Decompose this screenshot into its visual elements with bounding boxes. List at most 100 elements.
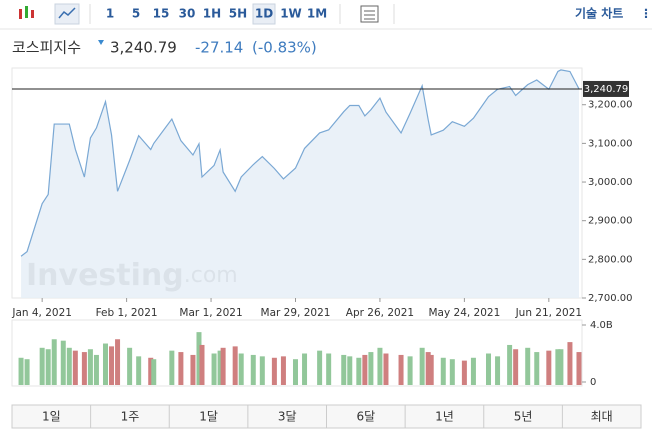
interval-button[interactable]: 1H (203, 7, 221, 21)
volume-bar (326, 353, 332, 385)
volume-bar (449, 359, 455, 385)
volume-bar (115, 339, 121, 385)
volume-bar (60, 340, 66, 385)
range-button[interactable]: 1일 (42, 410, 61, 424)
current-label: 3,240.79 (584, 84, 629, 95)
interval-button[interactable]: 5H (229, 7, 247, 21)
technical-chart[interactable]: 기술 차트 (575, 6, 623, 21)
volume-bar (93, 354, 99, 385)
x-tick-label: Jun 21, 2021 (515, 307, 583, 319)
candle-icon[interactable] (19, 6, 34, 19)
volume-bar (45, 349, 51, 385)
volume-bar (495, 356, 501, 385)
volume-bar (250, 354, 256, 385)
volume-bar (151, 359, 157, 385)
volume-bar (383, 353, 389, 385)
volume-bar (555, 349, 561, 385)
price: 3,240.79 (110, 39, 177, 57)
volume-bar (72, 350, 78, 385)
volume-bar (558, 349, 564, 385)
volume-bar (220, 347, 226, 385)
volume-bar (461, 360, 467, 385)
volume-bar (292, 359, 298, 385)
volume-bar (24, 359, 30, 385)
volume-bar (428, 354, 434, 385)
y-tick-label: 3,000.00 (588, 177, 633, 188)
y-tick-label: 3,100.00 (588, 138, 633, 149)
volume-bar (18, 357, 24, 385)
volume-bar (425, 352, 431, 385)
volume-bar (347, 356, 353, 385)
volume-tick-label: 0 (590, 377, 596, 388)
volume-bar (368, 352, 374, 385)
volume-bar (217, 350, 223, 385)
volume-bar (546, 350, 552, 385)
range-button[interactable]: 최대 (591, 410, 613, 424)
interval-button[interactable]: 1 (106, 7, 114, 21)
volume-tick-label: 4.0B (590, 320, 613, 331)
line-glyph (58, 7, 76, 19)
volume-bar (109, 346, 115, 385)
range-button[interactable]: 1주 (121, 410, 140, 424)
volume-bar (362, 354, 368, 385)
y-tick-label: 2,700.00 (588, 293, 633, 304)
volume-bar (398, 354, 404, 385)
range-button[interactable]: 1달 (199, 410, 218, 424)
volume-bar (199, 344, 205, 385)
interval-button[interactable]: 5 (132, 7, 140, 21)
volume-bar (81, 352, 87, 385)
area-fill (21, 69, 579, 298)
table-icon[interactable] (360, 5, 379, 23)
volume-bar (169, 350, 175, 385)
change-pct: (-0.83%) (252, 39, 317, 57)
interval-button[interactable]: 1M (307, 7, 327, 21)
volume-bar (567, 342, 573, 385)
y-tick-label: 2,800.00 (588, 254, 633, 265)
interval-button[interactable]: 15 (153, 7, 170, 21)
volume-bar (513, 349, 519, 385)
current-box (583, 80, 629, 97)
interval-button[interactable]: 1D (255, 7, 273, 21)
volume-bar (419, 347, 425, 385)
volume-bar (377, 347, 383, 385)
interval-button[interactable]: 30 (179, 7, 196, 21)
y-tick-label: 3,200.00 (588, 100, 633, 111)
volume-bar (317, 350, 323, 385)
x-tick-label: Jan 4, 2021 (11, 307, 72, 319)
volume-bar (534, 352, 540, 385)
volume-bar (136, 356, 142, 385)
volume-bar (238, 353, 244, 385)
range-button[interactable]: 6달 (356, 410, 375, 424)
volume-bar (440, 357, 446, 385)
volume-bar (39, 347, 45, 385)
volume-bar (341, 354, 347, 385)
volume-bar (196, 332, 202, 385)
volume-bar (486, 353, 492, 385)
x-tick-label: Feb 1, 2021 (96, 307, 158, 319)
toolbar (0, 0, 652, 28)
volume-bar (178, 352, 184, 385)
volume-bar (470, 357, 476, 385)
volume-bar (356, 357, 362, 385)
interval-button[interactable]: 1W (280, 7, 302, 21)
price-line (20, 69, 580, 257)
volume-bar (102, 343, 108, 385)
volume-bar (232, 346, 238, 385)
change: -27.14 (195, 39, 243, 57)
volume-bar (507, 344, 513, 385)
index-name: 코스피지수 (12, 39, 81, 57)
range-button[interactable]: 3달 (278, 410, 297, 424)
volume-bar (407, 356, 413, 385)
volume-bar (51, 339, 57, 385)
down-arrow (98, 40, 104, 45)
range-button[interactable]: 1년 (435, 410, 454, 424)
volume-bar (127, 347, 133, 385)
menu-dots[interactable]: ⋮ (640, 7, 652, 21)
x-tick-label: Mar 1, 2021 (179, 307, 242, 319)
y-tick-label: 2,900.00 (588, 216, 633, 227)
range-button[interactable]: 5년 (514, 410, 533, 424)
volume-bar (87, 349, 93, 385)
volume-bar (211, 353, 217, 385)
